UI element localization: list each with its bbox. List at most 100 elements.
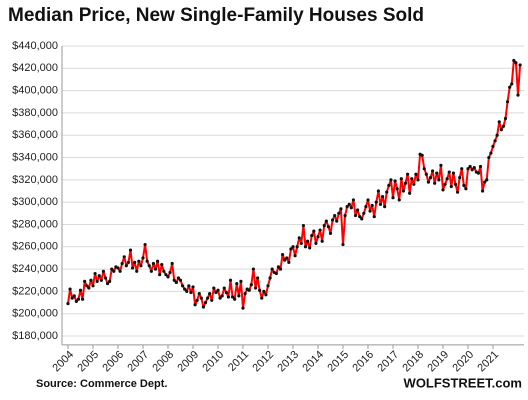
data-point: [124, 264, 128, 268]
data-point: [95, 279, 99, 283]
data-point: [72, 294, 76, 298]
data-point: [372, 215, 376, 219]
x-tick-label: 2006: [100, 349, 126, 375]
data-point: [439, 163, 443, 167]
data-point: [87, 286, 91, 290]
data-point: [376, 189, 381, 193]
data-point: [251, 267, 256, 271]
data-point: [80, 297, 85, 301]
data-point: [183, 287, 187, 291]
chart-title: Median Price, New Single-Family Houses S…: [8, 5, 424, 26]
x-tick-label: 2005: [75, 349, 101, 375]
data-point: [99, 278, 103, 282]
data-point: [241, 306, 245, 310]
data-point: [212, 286, 216, 290]
data-point: [503, 116, 508, 121]
y-tick-label: $260,000: [12, 241, 58, 253]
data-point: [387, 183, 391, 188]
data-point: [68, 287, 72, 291]
data-point: [330, 218, 335, 222]
data-point: [441, 188, 445, 192]
data-point: [355, 208, 360, 212]
data-point: [230, 295, 235, 299]
data-point: [133, 260, 137, 264]
data-point: [324, 219, 328, 223]
data-point: [233, 297, 237, 301]
data-point: [426, 180, 431, 184]
data-point: [85, 284, 89, 288]
x-tick-label: 2018: [400, 349, 426, 375]
data-point: [487, 155, 491, 160]
data-point: [468, 164, 472, 169]
data-point: [160, 263, 164, 267]
data-point: [253, 286, 258, 290]
data-point: [295, 245, 299, 249]
data-point: [345, 205, 349, 209]
data-point: [266, 284, 270, 288]
data-point: [126, 260, 131, 264]
data-point: [443, 182, 447, 186]
x-tick-label: 2004: [50, 349, 76, 375]
data-point: [203, 300, 208, 305]
data-point: [208, 292, 212, 296]
y-tick-label: $340,000: [12, 151, 58, 163]
data-point: [333, 213, 337, 218]
data-point: [122, 255, 126, 259]
data-point: [139, 264, 143, 268]
data-point: [249, 283, 253, 287]
y-tick-label: $180,000: [12, 330, 58, 342]
data-point: [145, 259, 149, 263]
data-point: [518, 63, 522, 67]
data-point: [349, 206, 353, 210]
data-point: [74, 299, 78, 304]
data-point: [424, 172, 428, 176]
y-tick-label: $240,000: [12, 263, 58, 275]
y-tick-label: $360,000: [12, 129, 58, 141]
data-point: [135, 269, 139, 273]
data-point: [514, 61, 518, 65]
data-point: [78, 288, 83, 292]
data-point: [383, 205, 387, 209]
data-point: [368, 209, 372, 213]
data-point: [374, 200, 378, 204]
data-point: [328, 231, 333, 235]
data-point: [358, 215, 362, 219]
data-point: [410, 177, 414, 181]
data-point: [210, 298, 214, 302]
data-point: [360, 217, 364, 221]
data-point: [449, 184, 453, 189]
data-point: [162, 269, 166, 273]
data-point: [166, 275, 170, 279]
data-point: [176, 276, 181, 280]
y-tick-label: $300,000: [12, 196, 58, 208]
data-point: [118, 269, 122, 273]
data-point: [451, 171, 456, 175]
data-point: [164, 273, 168, 277]
data-point: [189, 290, 193, 295]
x-tick-label: 2017: [375, 349, 401, 375]
data-point: [239, 279, 243, 283]
data-point: [187, 284, 191, 288]
x-tick-label: 2007: [125, 349, 151, 375]
x-tick-label: 2010: [200, 349, 226, 375]
data-point: [380, 194, 385, 199]
data-point: [205, 296, 210, 300]
data-point: [489, 151, 493, 155]
data-point: [264, 293, 268, 297]
y-tick-label: $400,000: [12, 85, 58, 97]
data-point: [228, 278, 233, 282]
data-point: [226, 295, 231, 299]
data-point: [280, 252, 285, 257]
data-point: [283, 258, 287, 262]
data-point: [76, 297, 81, 301]
y-tick-label: $280,000: [12, 218, 58, 230]
y-tick-label: $220,000: [12, 285, 58, 297]
data-point: [422, 167, 426, 171]
data-point: [243, 292, 247, 296]
data-point: [399, 177, 403, 181]
data-point: [476, 171, 481, 175]
data-point: [220, 294, 224, 298]
data-point: [197, 292, 201, 296]
data-point: [262, 289, 266, 293]
data-point: [320, 239, 324, 243]
